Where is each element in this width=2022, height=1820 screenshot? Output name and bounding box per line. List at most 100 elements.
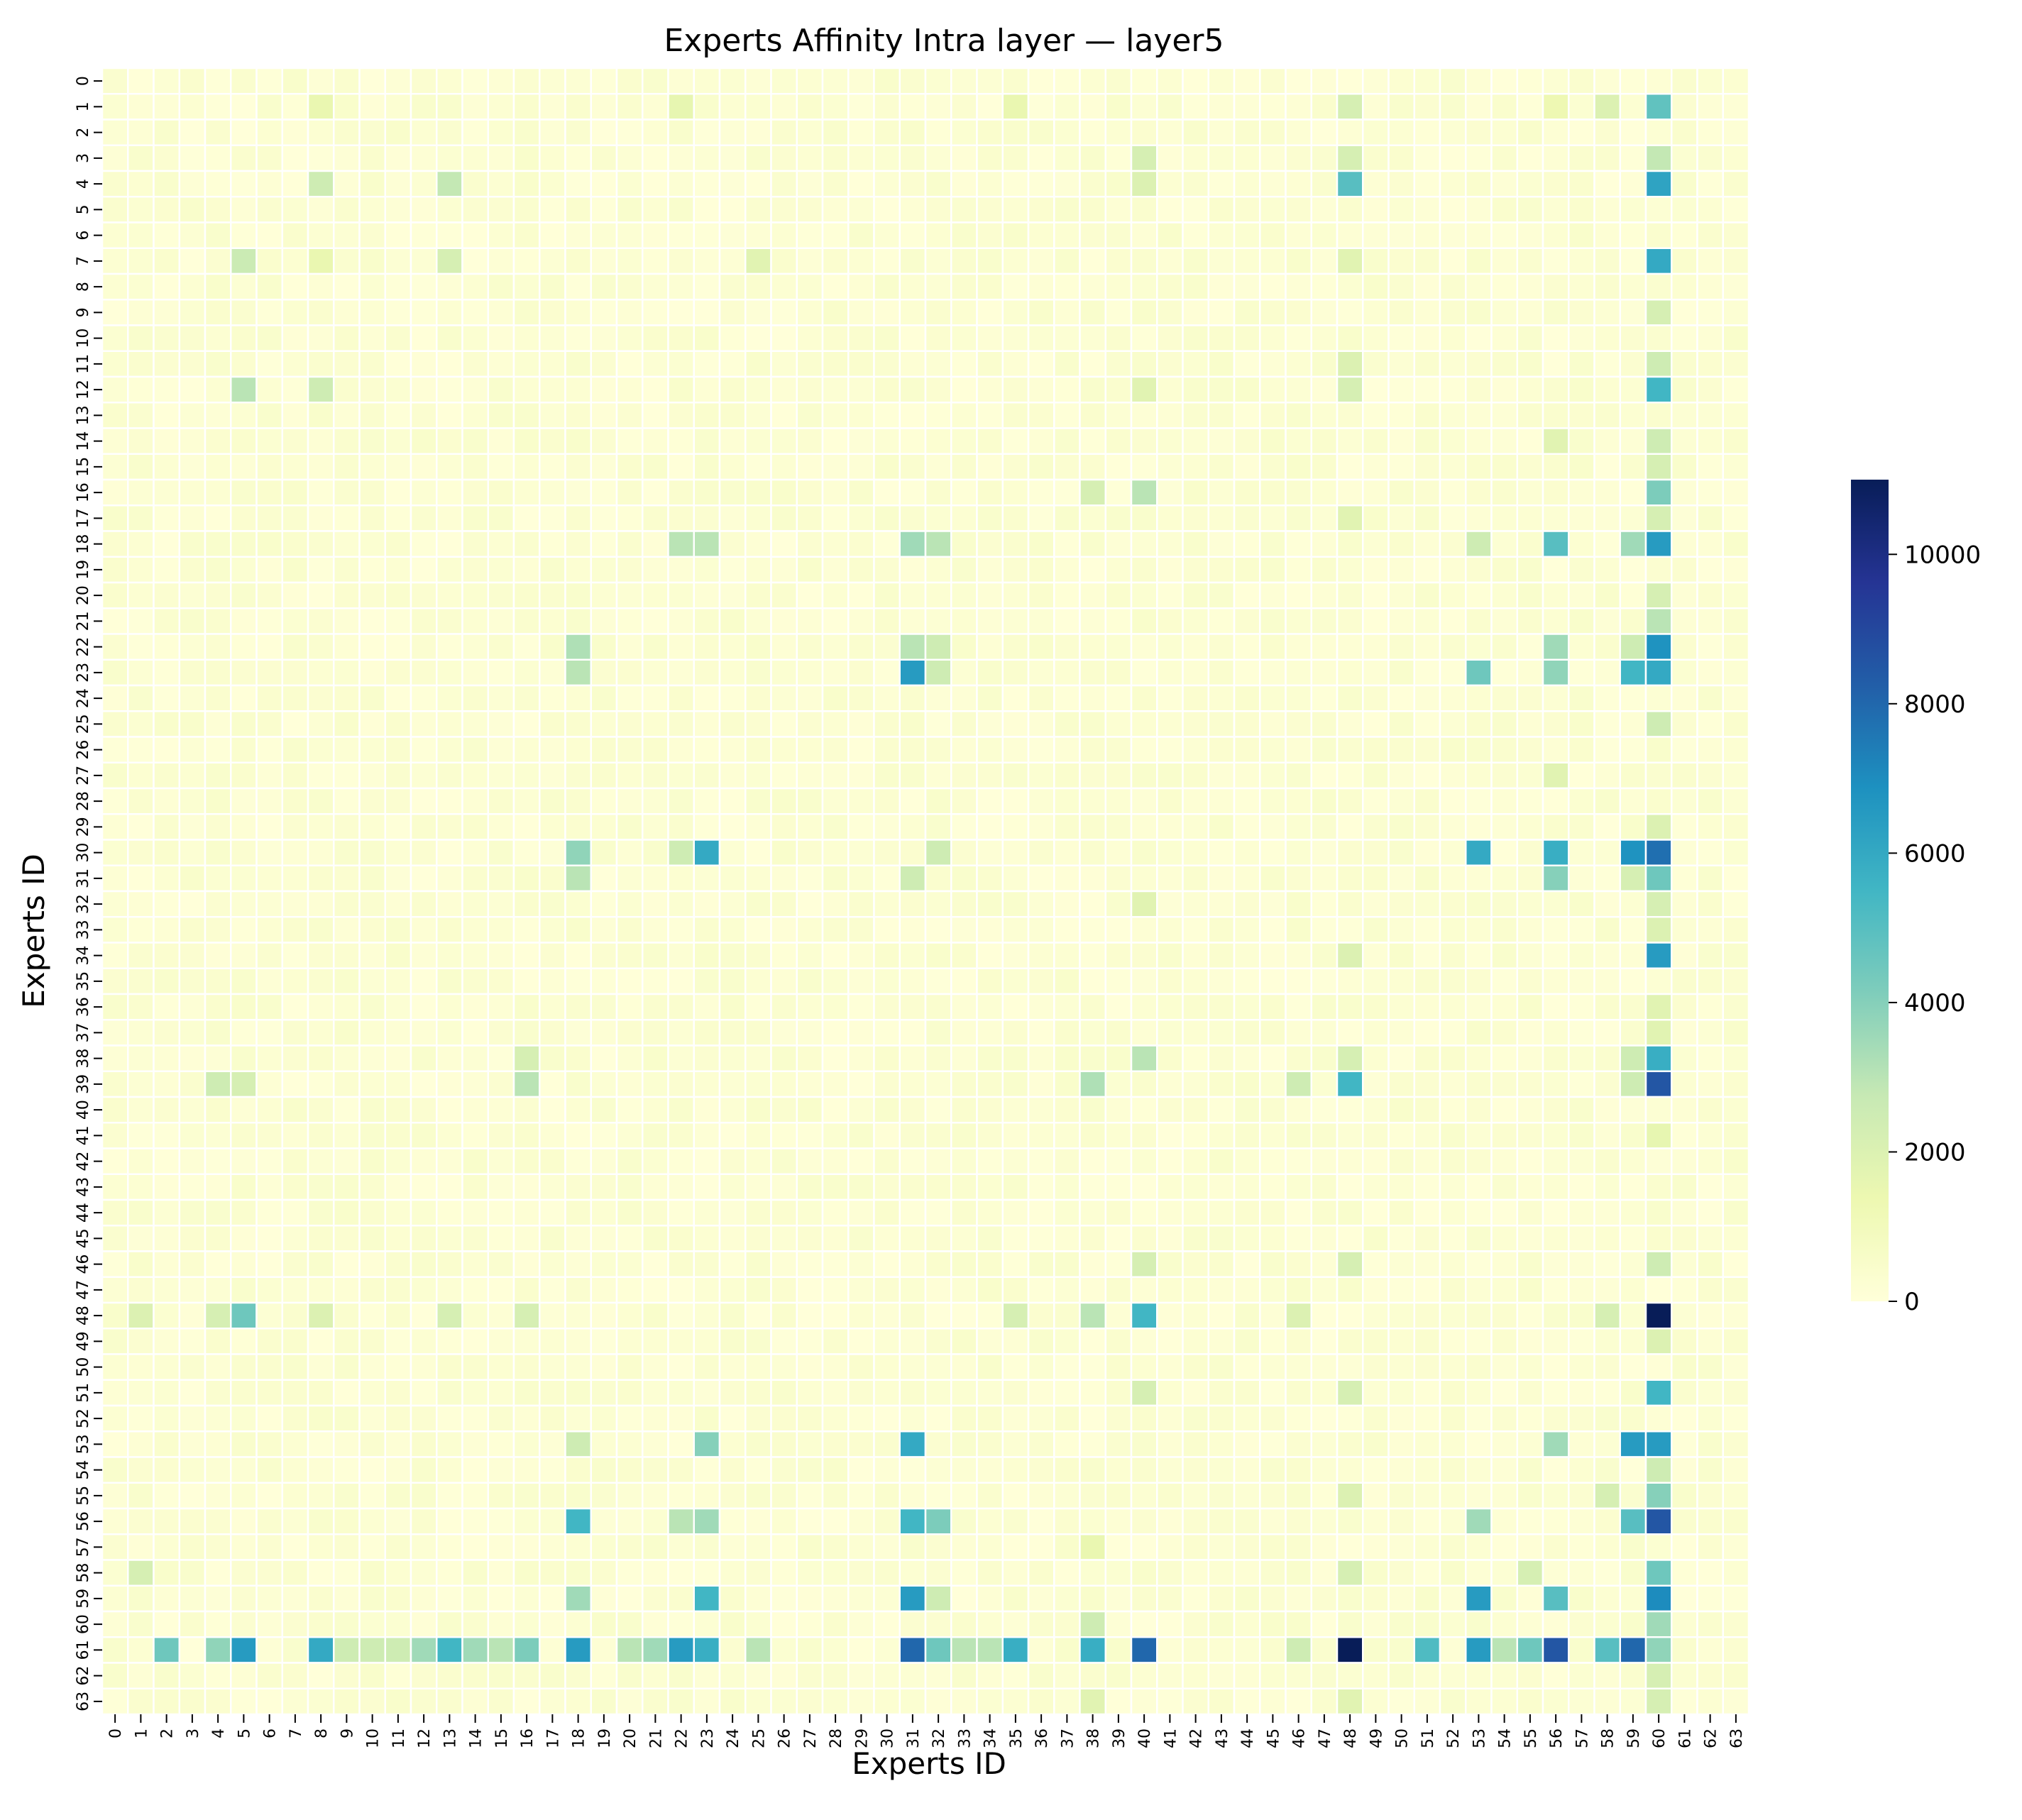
heatmap-cell <box>256 1687 283 1716</box>
heatmap-cell <box>178 916 207 944</box>
heatmap-cell <box>153 710 180 738</box>
heatmap-cell <box>512 1404 541 1433</box>
heatmap-cell <box>333 1225 361 1252</box>
heatmap-cell <box>1079 607 1106 635</box>
heatmap-cell <box>307 993 335 1021</box>
heatmap-cell <box>384 118 412 146</box>
y-tick-label: 44 <box>75 1203 92 1223</box>
heatmap-cell <box>153 1250 180 1278</box>
heatmap-cell <box>1388 1044 1415 1072</box>
heatmap-cell <box>564 1379 592 1407</box>
heatmap-cell <box>744 1687 772 1716</box>
heatmap-cell <box>976 581 1004 610</box>
heatmap-cell <box>976 1044 1004 1072</box>
heatmap-cell <box>1722 427 1750 455</box>
heatmap-cell <box>1001 736 1030 763</box>
heatmap-cell <box>178 504 207 532</box>
heatmap-cell <box>924 1584 952 1613</box>
heatmap-cell <box>539 247 566 275</box>
heatmap-cell <box>1490 530 1518 558</box>
heatmap-cell <box>384 504 412 532</box>
heatmap-cell <box>101 993 129 1021</box>
x-tick-label: 13 <box>441 1728 459 1748</box>
heatmap-cell <box>1644 504 1673 532</box>
heatmap-cell <box>590 118 618 146</box>
heatmap-cell <box>153 93 180 121</box>
heatmap-cell <box>718 1456 747 1484</box>
heatmap-cell <box>1362 1610 1390 1638</box>
heatmap-cell <box>1336 350 1364 378</box>
heatmap-cell <box>1207 916 1236 944</box>
heatmap-cell <box>899 1456 927 1484</box>
heatmap-cell <box>307 402 335 429</box>
heatmap-cell <box>1671 272 1698 301</box>
heatmap-cell <box>1233 530 1261 558</box>
heatmap-cell <box>615 1636 644 1664</box>
heatmap-cell <box>950 170 978 198</box>
x-tick-label: 10 <box>365 1728 383 1748</box>
heatmap-cell <box>718 1276 747 1304</box>
heatmap-cell <box>307 453 335 481</box>
heatmap-cell <box>642 1559 669 1587</box>
heatmap-cell <box>847 1225 875 1252</box>
heatmap-cell <box>1079 1276 1106 1304</box>
heatmap-cell <box>1593 556 1621 584</box>
heatmap-cell <box>1336 658 1364 687</box>
heatmap-cell <box>950 1430 978 1458</box>
heatmap-cell <box>1516 350 1544 378</box>
heatmap-cell <box>1696 607 1724 635</box>
heatmap-cell <box>1259 478 1287 507</box>
heatmap-cell <box>1233 581 1261 610</box>
heatmap-cell <box>950 67 978 95</box>
heatmap-cell <box>1516 1328 1544 1355</box>
heatmap-cell <box>461 1533 489 1561</box>
x-tick-label: 45 <box>1265 1728 1282 1748</box>
heatmap-cell <box>1156 93 1184 121</box>
heatmap-cell <box>512 93 541 121</box>
heatmap-cell <box>281 1662 309 1689</box>
heatmap-cell <box>1516 504 1544 532</box>
heatmap-cell <box>461 710 489 738</box>
heatmap-cell <box>487 1044 515 1072</box>
heatmap-cell <box>256 916 283 944</box>
heatmap-cell <box>693 427 721 455</box>
heatmap-cell <box>256 1456 283 1484</box>
heatmap-cell <box>1516 633 1544 661</box>
heatmap-cell <box>1182 1533 1209 1561</box>
heatmap-cell <box>718 1044 747 1072</box>
heatmap-cell <box>950 1687 978 1716</box>
heatmap-cell <box>1233 1404 1261 1433</box>
heatmap-cell <box>847 453 875 481</box>
heatmap-cell <box>873 1276 901 1304</box>
heatmap-cell <box>384 1533 412 1561</box>
heatmap-cell <box>1439 1636 1467 1664</box>
heatmap-cell <box>333 581 361 610</box>
heatmap-cell <box>667 556 695 584</box>
heatmap-cell <box>615 1122 644 1149</box>
heatmap-cell <box>1362 144 1390 172</box>
heatmap-cell <box>976 504 1004 532</box>
heatmap-cell <box>230 1353 258 1381</box>
heatmap-cell <box>1310 1456 1339 1484</box>
heatmap-cell <box>744 1482 772 1510</box>
heatmap-cell <box>950 1070 978 1098</box>
heatmap-cell <box>642 1122 669 1149</box>
heatmap-cell <box>358 1636 386 1664</box>
heatmap-cell <box>1336 144 1364 172</box>
heatmap-cell <box>1388 1353 1415 1381</box>
heatmap-cell <box>307 375 335 404</box>
heatmap-cell <box>873 144 901 172</box>
y-tick-label: 1 <box>75 101 92 111</box>
heatmap-cell <box>178 556 207 584</box>
heatmap-cell <box>744 1019 772 1047</box>
heatmap-cell <box>1644 736 1673 763</box>
heatmap-cell <box>204 1250 232 1278</box>
heatmap-cell <box>873 324 901 352</box>
heatmap-cell <box>1619 1122 1647 1149</box>
heatmap-cell <box>1310 787 1339 815</box>
heatmap-cell <box>564 890 592 918</box>
heatmap-cell <box>1696 710 1724 738</box>
y-tick-label: 12 <box>75 380 92 399</box>
heatmap-cell <box>1696 1430 1724 1458</box>
heatmap-cell <box>281 942 309 969</box>
